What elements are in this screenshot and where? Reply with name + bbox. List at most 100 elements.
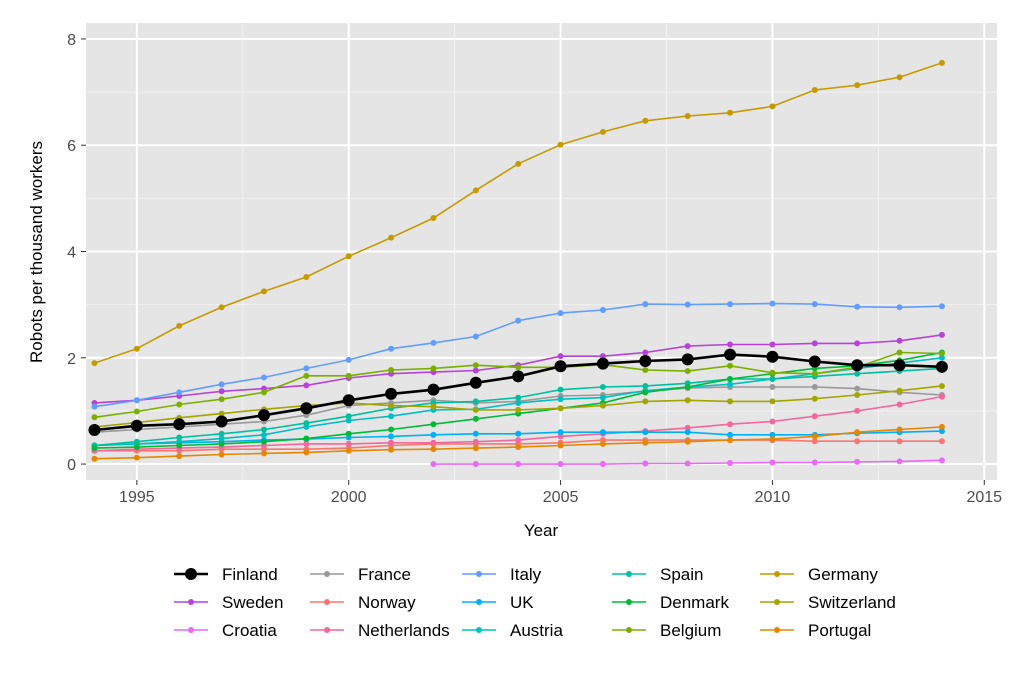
data-point-denmark <box>176 442 183 449</box>
legend-item-switzerland: Switzerland <box>760 593 896 612</box>
data-point-croatia <box>557 461 564 468</box>
data-point-portugal <box>345 447 352 454</box>
data-point-belgium <box>896 349 903 356</box>
data-point-sweden <box>854 340 861 347</box>
data-point-germany <box>303 274 310 281</box>
data-point-switzerland <box>684 397 691 404</box>
data-point-belgium <box>684 368 691 375</box>
legend-item-portugal: Portugal <box>760 621 871 640</box>
data-point-denmark <box>472 415 479 422</box>
data-point-norway <box>938 438 945 445</box>
data-point-italy <box>260 374 267 381</box>
data-point-portugal <box>896 426 903 433</box>
data-point-finland <box>596 357 609 370</box>
data-point-italy <box>345 356 352 363</box>
data-point-netherlands <box>727 421 734 428</box>
data-point-italy <box>176 389 183 396</box>
data-point-belgium <box>345 372 352 379</box>
legend-label: Finland <box>222 565 278 584</box>
legend-item-netherlands: Netherlands <box>310 621 450 640</box>
data-point-spain <box>854 370 861 377</box>
series-layer <box>88 59 948 468</box>
data-point-croatia <box>769 459 776 466</box>
data-point-italy <box>811 301 818 308</box>
legend-key-point <box>324 627 330 633</box>
data-point-austria <box>727 381 734 388</box>
legend-label: Denmark <box>660 593 729 612</box>
data-point-netherlands <box>854 407 861 414</box>
data-point-france <box>854 385 861 392</box>
x-tick-label: 2000 <box>331 489 367 506</box>
data-point-austria <box>388 413 395 420</box>
series-portugal <box>91 423 945 462</box>
data-point-croatia <box>472 461 479 468</box>
data-point-austria <box>938 354 945 361</box>
legend-key-point <box>324 599 330 605</box>
data-point-switzerland <box>727 398 734 405</box>
y-axis: 0 2 4 6 8 <box>67 32 86 474</box>
data-point-finland <box>851 359 864 372</box>
data-point-switzerland <box>769 398 776 405</box>
series-netherlands <box>91 393 945 454</box>
data-point-switzerland <box>896 387 903 394</box>
y-tick-label: 8 <box>67 32 76 49</box>
data-point-germany <box>133 345 140 352</box>
data-point-netherlands <box>896 401 903 408</box>
data-point-belgium <box>91 414 98 421</box>
data-point-germany <box>854 82 861 89</box>
data-point-sweden <box>557 353 564 360</box>
legend-key-point <box>774 627 780 633</box>
data-point-denmark <box>727 376 734 383</box>
data-point-croatia <box>515 461 522 468</box>
data-point-spain <box>769 376 776 383</box>
data-point-italy <box>938 303 945 310</box>
data-point-denmark <box>303 435 310 442</box>
data-point-switzerland <box>599 402 606 409</box>
data-point-sweden <box>472 367 479 374</box>
data-point-sweden <box>218 388 225 395</box>
legend-item-belgium: Belgium <box>612 621 721 640</box>
data-point-germany <box>557 141 564 148</box>
data-point-finland <box>173 418 186 431</box>
legend-label: Italy <box>510 565 542 584</box>
data-point-finland <box>554 360 567 373</box>
data-point-switzerland <box>472 406 479 413</box>
data-point-sweden <box>727 341 734 348</box>
data-point-italy <box>854 303 861 310</box>
data-point-portugal <box>938 423 945 430</box>
data-point-netherlands <box>303 440 310 447</box>
data-point-switzerland <box>938 382 945 389</box>
data-point-italy <box>769 300 776 307</box>
data-point-croatia <box>938 457 945 464</box>
data-point-uk <box>472 430 479 437</box>
data-point-denmark <box>218 440 225 447</box>
data-point-croatia <box>727 459 734 466</box>
y-tick-label: 4 <box>67 245 76 262</box>
legend-label: Switzerland <box>808 593 896 612</box>
data-point-germany <box>599 128 606 135</box>
data-point-germany <box>811 86 818 93</box>
legend-key-point <box>188 599 194 605</box>
data-point-uk <box>938 428 945 435</box>
data-point-belgium <box>642 367 649 374</box>
data-point-belgium <box>727 362 734 369</box>
data-point-italy <box>727 301 734 308</box>
legend-label: Belgium <box>660 621 721 640</box>
data-point-netherlands <box>811 413 818 420</box>
x-axis-title: Year <box>524 521 559 540</box>
data-point-spain <box>133 438 140 445</box>
data-point-croatia <box>642 460 649 467</box>
legend-label: Austria <box>510 621 563 640</box>
y-tick-label: 6 <box>67 138 76 155</box>
data-point-france <box>769 384 776 391</box>
data-point-germany <box>218 304 225 311</box>
data-point-denmark <box>388 426 395 433</box>
data-point-austria <box>515 399 522 406</box>
data-point-finland <box>512 370 525 383</box>
data-point-sweden <box>599 353 606 360</box>
data-point-switzerland <box>642 398 649 405</box>
data-point-sweden <box>303 382 310 389</box>
data-point-uk <box>599 429 606 436</box>
legend-key-point <box>626 627 632 633</box>
data-point-finland <box>257 409 270 422</box>
